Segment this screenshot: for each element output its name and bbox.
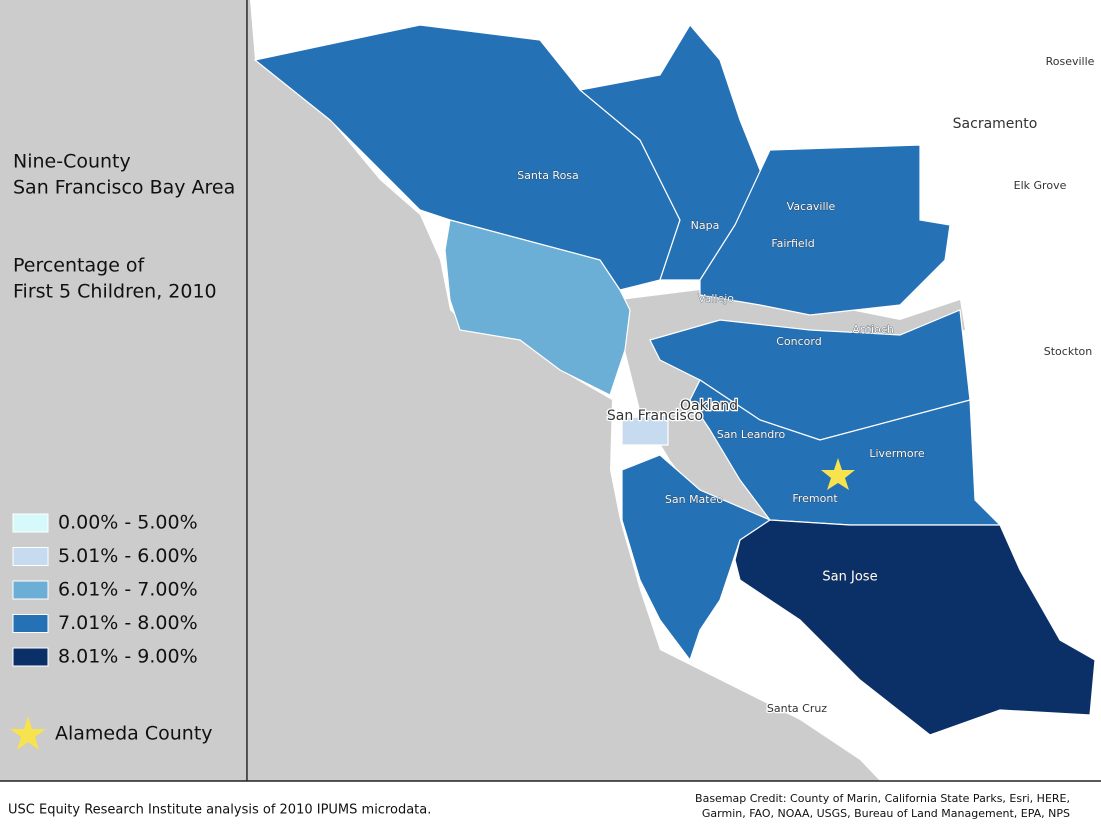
place-label: Stockton bbox=[1044, 345, 1092, 358]
legend-swatch bbox=[12, 513, 49, 533]
alameda-star bbox=[821, 458, 855, 490]
legend-label: Alameda County bbox=[55, 723, 213, 745]
place-label: San Leandro bbox=[717, 428, 786, 441]
place-label: Vacaville bbox=[787, 200, 836, 213]
legend-swatch bbox=[12, 580, 49, 600]
place-label: Fremont bbox=[792, 492, 838, 505]
place-label: Livermore bbox=[869, 447, 925, 460]
county-marin bbox=[444, 219, 631, 396]
place-label: San Mateo bbox=[665, 493, 724, 506]
bay bbox=[620, 290, 965, 540]
source-note: USC Equity Research Institute analysis o… bbox=[8, 803, 431, 818]
subtitle: Percentage of bbox=[13, 255, 146, 277]
legend-label: 5.01% - 6.00% bbox=[58, 545, 198, 567]
place-label: Vallejo bbox=[698, 292, 734, 305]
place-label: San Jose bbox=[822, 570, 877, 585]
county-santa-clara bbox=[734, 519, 1096, 736]
title: Nine-County bbox=[13, 151, 131, 173]
subtitle: First 5 Children, 2010 bbox=[13, 281, 217, 303]
place-label: Santa Cruz bbox=[767, 702, 827, 715]
legend-label: 8.01% - 9.00% bbox=[58, 646, 198, 668]
place-label: Roseville bbox=[1046, 55, 1095, 68]
place-label: Elk Grove bbox=[1014, 179, 1067, 192]
sidebar-text: Nine-County San Francisco Bay Area Percent… bbox=[10, 151, 235, 750]
place-label: Concord bbox=[776, 335, 821, 348]
county-solano bbox=[699, 144, 951, 316]
place-label: Oakland bbox=[680, 398, 738, 414]
legend-label: 0.00% - 5.00% bbox=[58, 512, 198, 534]
counties bbox=[253, 23, 1096, 736]
county-san-mateo bbox=[621, 454, 772, 662]
place-labels: Roseville Sacramento Elk Grove Stockton Sant… bbox=[517, 54, 1096, 717]
title: San Francisco Bay Area bbox=[13, 177, 235, 199]
place-label: San Francisco bbox=[607, 408, 703, 424]
place-label: Napa bbox=[691, 219, 720, 232]
place-label: Antioch bbox=[852, 323, 894, 336]
place-label: Fairfield bbox=[771, 237, 814, 250]
legend-swatch bbox=[12, 614, 49, 633]
legend-swatch bbox=[12, 647, 49, 667]
legend-label: 7.01% - 8.00% bbox=[58, 612, 198, 634]
credit: Basemap Credit: County of Marin, Califor… bbox=[695, 792, 1070, 805]
legend-swatch bbox=[12, 547, 49, 566]
credit: Garmin, FAO, NOAA, USGS, Bureau of Land … bbox=[702, 807, 1070, 820]
legend-star bbox=[10, 716, 46, 750]
legend-label: 6.01% - 7.00% bbox=[58, 579, 198, 601]
ocean bbox=[248, 0, 880, 781]
place-label: Sacramento bbox=[953, 116, 1038, 132]
place-label: Santa Rosa bbox=[517, 169, 579, 182]
county-san-francisco bbox=[621, 414, 669, 446]
